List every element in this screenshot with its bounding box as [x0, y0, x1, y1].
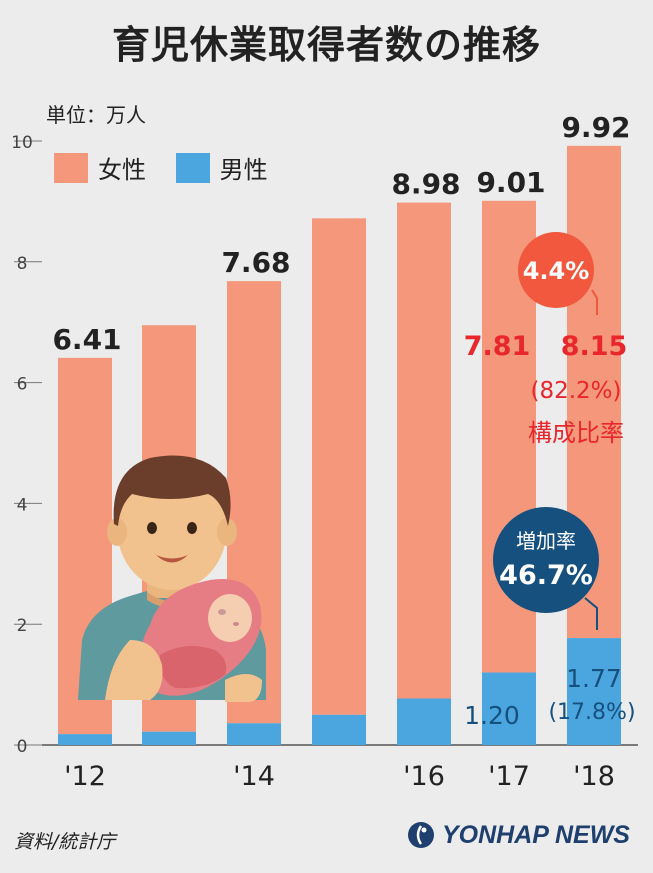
y-tick-label: 2 — [17, 616, 28, 636]
label-layer: '12 6.41 '14 7.68 '16 8.98 '17 9.01 7.81 1.20 '18 9… — [52, 111, 630, 792]
total-label: 9.01 — [476, 166, 545, 199]
female-value-label: 8.15 — [561, 331, 628, 362]
male-share-percent: (17.8%) — [548, 700, 635, 725]
legend-swatch-female — [54, 152, 88, 183]
x-tick-label: '18 — [573, 761, 615, 792]
female-share-percent: (82.2%) — [530, 378, 621, 404]
male-growth-value: 46.7% — [499, 560, 593, 591]
axis-grid: 0 2 4 6 8 10 — [11, 133, 638, 757]
legend-item-female: 女性 — [54, 150, 146, 185]
brand-logo: YONHAP NEWS — [406, 820, 630, 850]
brand-name: YONHAP NEWS — [442, 820, 630, 849]
total-label: 8.98 — [391, 168, 460, 201]
legend-swatch-male — [175, 152, 210, 183]
y-tick-label: 10 — [11, 133, 33, 153]
legend-label-male: 男性 — [219, 156, 268, 184]
y-tick-label: 6 — [17, 375, 28, 395]
y-tick-label: 0 — [17, 737, 28, 757]
male-growth-bubble — [493, 507, 599, 613]
male-value-label: 1.20 — [464, 701, 520, 730]
father-baby-illustration — [78, 455, 266, 702]
total-label: 6.41 — [52, 323, 121, 356]
x-tick-label: '14 — [233, 761, 275, 792]
y-tick-label: 8 — [17, 254, 28, 274]
bar-male — [227, 723, 281, 745]
yonhap-logo-icon — [408, 822, 434, 848]
unit-label: 単位：万人 — [46, 103, 146, 127]
female-growth-bubble — [518, 232, 594, 308]
bar-male — [312, 714, 366, 745]
bar-male — [567, 638, 621, 745]
bar-female — [397, 202, 451, 699]
female-value-label: 7.81 — [464, 331, 531, 362]
x-tick-label: '12 — [64, 761, 106, 792]
female-growth-callout: 4.4% — [518, 232, 598, 315]
bar-male — [58, 734, 112, 745]
legend-label-female: 女性 — [98, 156, 146, 184]
chart-title: 育児休業取得者数の推移 — [111, 23, 541, 67]
total-label: 7.68 — [221, 246, 290, 279]
bar-male — [482, 672, 536, 745]
female-growth-value: 4.4% — [523, 257, 590, 285]
y-tick-label: 4 — [17, 495, 28, 515]
x-tick-label: '17 — [488, 761, 530, 792]
bar-male — [142, 731, 196, 745]
total-label: 9.92 — [561, 111, 630, 144]
bar-female — [312, 218, 366, 715]
legend-item-male: 男性 — [175, 150, 268, 185]
legend: 女性 男性 — [54, 150, 290, 189]
male-value-label: 1.77 — [566, 664, 622, 693]
female-share-caption: 構成比率 — [528, 419, 624, 447]
x-tick-label: '16 — [403, 761, 445, 792]
bar-male — [397, 698, 451, 745]
male-growth-title: 増加率 — [516, 529, 576, 553]
source-label: 資料/統計庁 — [14, 831, 116, 853]
male-growth-callout: 増加率 46.7% — [493, 507, 599, 630]
